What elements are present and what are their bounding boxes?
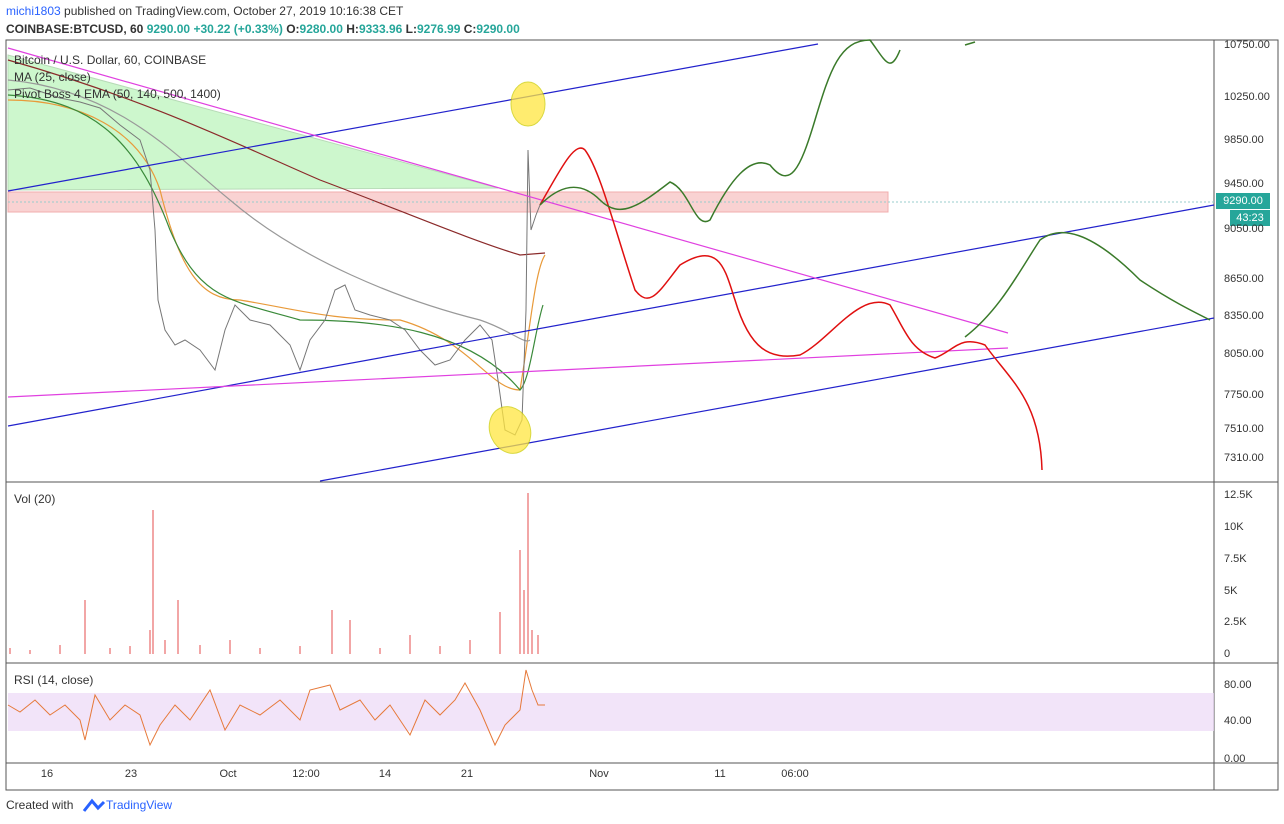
rsi-tick-label: 0.00	[1224, 753, 1245, 765]
time-tick-label: 23	[125, 768, 137, 780]
rsi-band	[8, 693, 1214, 731]
price-tick-label: 7510.00	[1224, 423, 1264, 435]
price-tick-label: 10250.00	[1224, 91, 1270, 103]
header: michi1803 published on TradingView.com, …	[6, 4, 404, 18]
volume-tick-label: 2.5K	[1224, 616, 1247, 628]
highlight-top	[510, 81, 546, 127]
frames	[5, 39, 1279, 791]
footer-brand[interactable]: TradingView	[106, 798, 172, 812]
footer-created: Created with	[6, 798, 73, 812]
highlight-bottom	[488, 406, 532, 454]
change: +30.22 (+0.33%)	[193, 22, 282, 36]
logo	[82, 798, 106, 812]
volume-tick-label: 7.5K	[1224, 553, 1247, 565]
rsi-title: RSI (14, close)	[14, 673, 93, 687]
indicators	[7, 59, 546, 391]
volume-bars	[9, 493, 539, 654]
legend-ema: Pivot Boss 4 EMA (50, 140, 500, 1400)	[14, 87, 221, 101]
price-tick-label: 8350.00	[1224, 310, 1264, 322]
triangle-drawing	[7, 54, 499, 191]
trend-channels	[7, 43, 1215, 482]
price-tick-label: 7310.00	[1224, 452, 1264, 464]
symbol: COINBASE:BTCUSD, 60	[6, 22, 144, 36]
high: 9333.96	[359, 22, 403, 36]
open: 9280.00	[300, 22, 344, 36]
time-tick-label: Nov	[589, 768, 609, 780]
time-tick-label: Oct	[219, 768, 236, 780]
volume-tick-label: 10K	[1224, 521, 1244, 533]
price-tick-label: 8650.00	[1224, 273, 1264, 285]
close: 9290.00	[476, 22, 520, 36]
volume-tick-label: 12.5K	[1224, 489, 1253, 501]
price-tick-label: 9450.00	[1224, 178, 1264, 190]
last: 9290.00	[147, 22, 191, 36]
price-tag: 9290.00	[1223, 195, 1263, 207]
countdown-bg	[1230, 210, 1270, 226]
green-projection	[539, 39, 1211, 338]
time-tick-label: 14	[379, 768, 391, 780]
red-projection	[539, 147, 1043, 471]
low: 9276.99	[417, 22, 461, 36]
c-label: C:	[464, 22, 477, 36]
price-tag-bg	[1216, 193, 1270, 209]
price-tick-label: 9050.00	[1224, 223, 1264, 235]
author: michi1803	[6, 4, 61, 18]
volume-title: Vol (20)	[14, 492, 55, 506]
time-tick-label: 11	[714, 768, 725, 780]
time-tick-label: 06:00	[781, 768, 809, 780]
o-label: O:	[286, 22, 299, 36]
legend-title: Bitcoin / U.S. Dollar, 60, COINBASE	[14, 53, 206, 67]
countdown: 43:23	[1236, 212, 1264, 224]
published: published on TradingView.com, October 27…	[64, 4, 404, 18]
time-tick-label: 16	[41, 768, 53, 780]
time-tick-label: 12:00	[292, 768, 320, 780]
rsi-line	[7, 669, 545, 747]
volume-tick-label: 5K	[1224, 585, 1238, 597]
time-tick-label: 21	[461, 768, 473, 780]
price-tick-label: 8050.00	[1224, 348, 1264, 360]
l-label: L:	[406, 22, 417, 36]
rsi-tick-label: 40.00	[1224, 715, 1252, 727]
magenta-lines	[7, 47, 1009, 398]
quote: COINBASE:BTCUSD, 60 9290.00 +30.22 (+0.3…	[6, 22, 520, 36]
price-tick-label: 10750.00	[1224, 39, 1270, 51]
volume-tick-label: 0	[1224, 648, 1230, 660]
h-label: H:	[346, 22, 359, 36]
rsi-tick-label: 80.00	[1224, 679, 1252, 691]
price-tick-label: 7750.00	[1224, 389, 1264, 401]
legend-ma: MA (25, close)	[14, 70, 91, 84]
price-tick-label: 9850.00	[1224, 134, 1264, 146]
